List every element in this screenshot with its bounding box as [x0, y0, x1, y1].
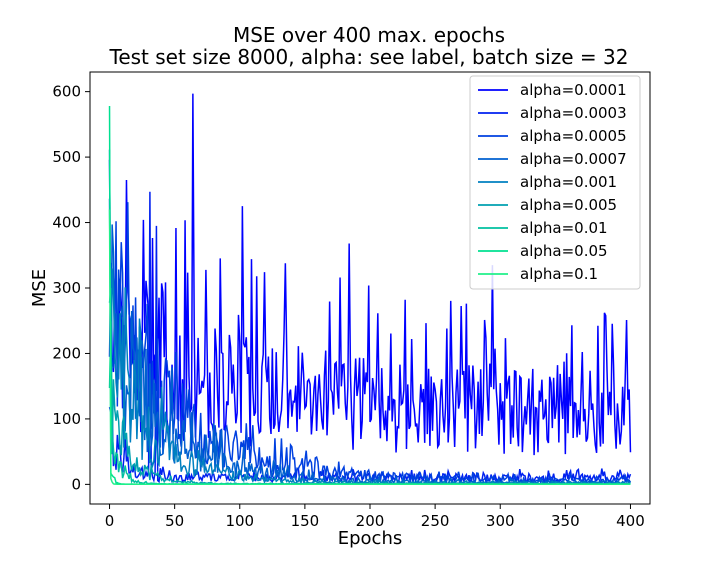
series-layer — [108, 93, 632, 486]
y-tick-label: 600 — [52, 83, 81, 101]
legend-entry: alpha=0.01 — [520, 219, 608, 237]
legend: alpha=0.0001 alpha=0.0003 alpha=0.0005 alph… — [469, 75, 641, 290]
x-tick-label: 0 — [105, 512, 115, 530]
x-tick-label: 100 — [225, 512, 254, 530]
legend-entry: alpha=0.005 — [520, 196, 617, 214]
legend-entry: alpha=0.001 — [520, 173, 617, 191]
legend-entry: alpha=0.1 — [520, 265, 598, 283]
x-tick-label: 400 — [616, 512, 645, 530]
x-axis-label: Epochs — [338, 528, 403, 549]
series-line — [108, 93, 632, 456]
x-tick-label: 250 — [421, 512, 450, 530]
x-tick-label: 50 — [165, 512, 184, 530]
y-tick-label: 400 — [52, 214, 81, 232]
series-line — [108, 209, 631, 486]
y-tick-label: 300 — [52, 279, 81, 297]
legend-entry: alpha=0.0003 — [520, 104, 627, 122]
tick-layer: 0 50 100 150 200 250 300 350 400 0 100 200 300 400 500… — [52, 83, 644, 530]
y-tick-label: 500 — [52, 148, 81, 166]
y-tick-label: 0 — [71, 475, 81, 493]
chart-title: MSE over 400 max. epochs — [233, 23, 505, 47]
x-tick-label: 350 — [551, 512, 580, 530]
x-tick-label: 300 — [486, 512, 515, 530]
x-tick-label: 150 — [291, 512, 320, 530]
legend-entry: alpha=0.0005 — [520, 127, 627, 145]
y-axis-label: MSE — [29, 269, 50, 307]
chart-subtitle: Test set size 8000, alpha: see label, ba… — [109, 45, 629, 69]
y-tick-label: 100 — [52, 410, 81, 428]
legend-entry: alpha=0.0001 — [520, 81, 627, 99]
x-tick-label: 200 — [356, 512, 385, 530]
y-tick-label: 200 — [52, 344, 81, 362]
legend-box — [469, 75, 641, 290]
legend-entry: alpha=0.05 — [520, 242, 608, 260]
legend-entry: alpha=0.0007 — [520, 150, 627, 168]
